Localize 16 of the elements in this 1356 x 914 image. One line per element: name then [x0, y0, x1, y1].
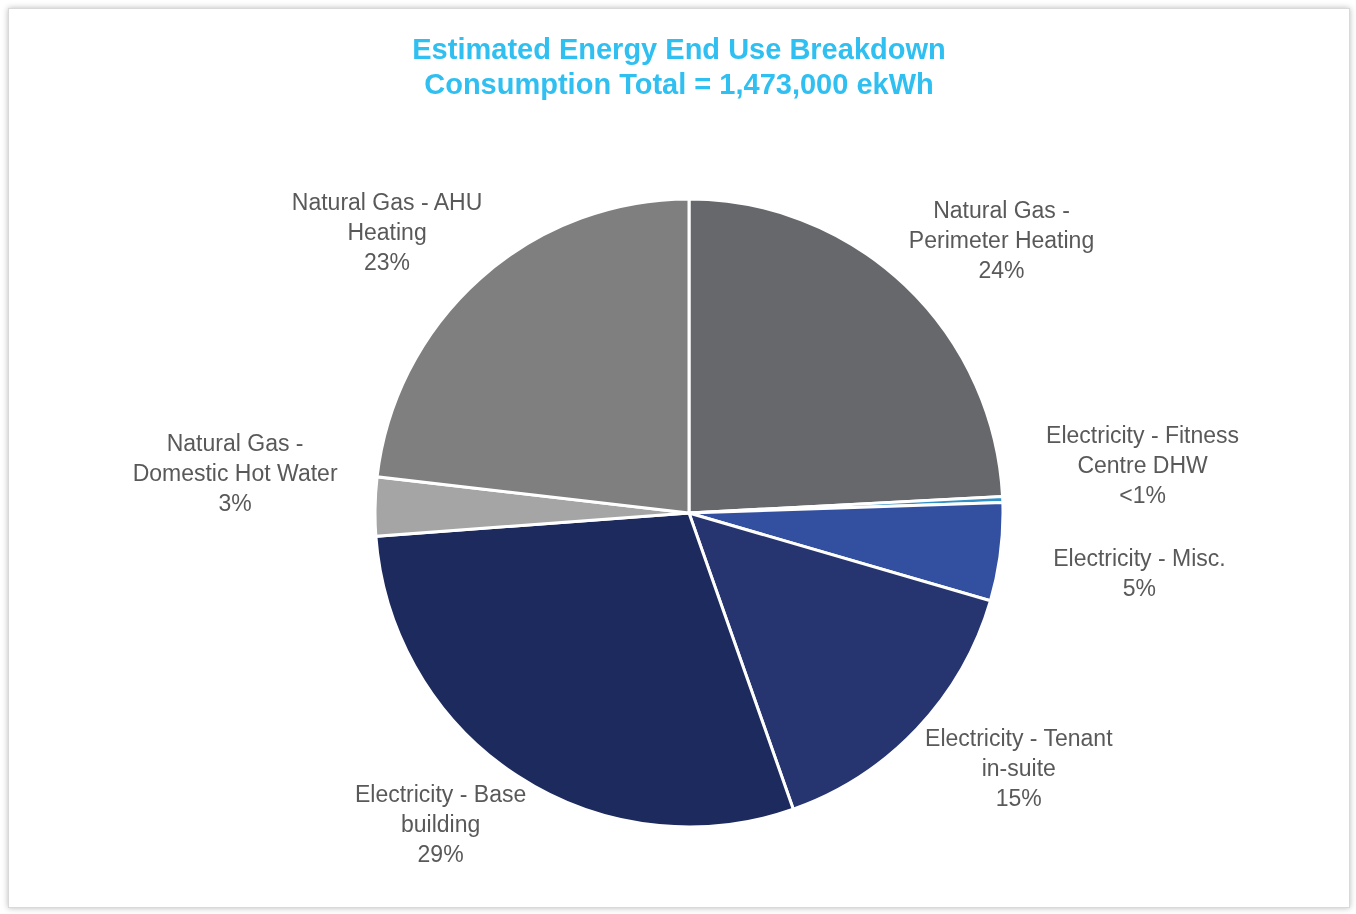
data-label: 15% [995, 785, 1042, 812]
slice-label: Electricity - Base building [354, 781, 527, 838]
chart-title: Estimated Energy End Use Breakdown [412, 33, 946, 65]
slice-label: Electricity - Fitness Centre DHW [1046, 422, 1240, 479]
data-label: 24% [978, 256, 1025, 283]
data-label: 23% [364, 248, 411, 275]
data-label: 5% [1122, 574, 1157, 601]
slice-label: Natural Gas - Perimeter Heating [908, 196, 1095, 253]
data-label: 29% [417, 841, 464, 868]
chart-subtitle: Consumption Total = 1,473,000 ekWh [424, 68, 934, 100]
slice-label: Natural Gas - AHU Heating [291, 188, 483, 245]
data-label: <1% [1119, 482, 1166, 509]
slice-label: Electricity - Tenant in-suite [925, 725, 1114, 782]
slice-label: Electricity - Misc. [1053, 544, 1226, 571]
slice-label: Natural Gas - Domestic Hot Water [132, 430, 338, 487]
data-label: 3% [218, 490, 252, 517]
